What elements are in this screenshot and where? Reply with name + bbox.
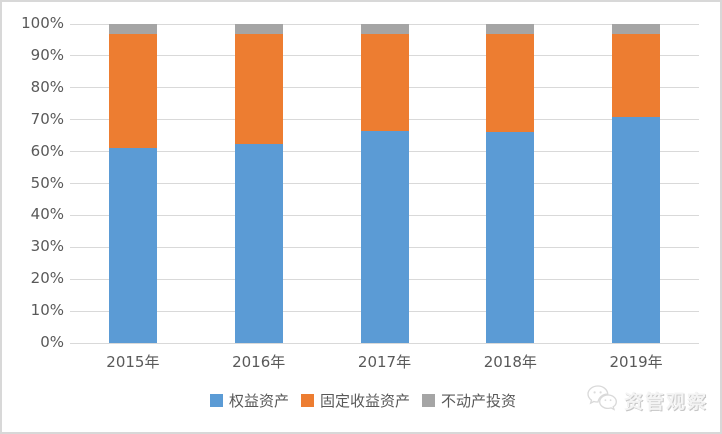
y-axis-tick-label: 20%	[30, 269, 64, 288]
x-axis-category-label: 2016年	[232, 353, 286, 371]
bar-segment	[612, 116, 661, 343]
bar-segment	[234, 33, 283, 144]
y-axis-tick-label: 70%	[30, 109, 64, 128]
x-axis-category-label: 2018年	[483, 353, 537, 371]
bar-segment	[360, 130, 409, 343]
legend-item: 权益资产	[209, 390, 289, 411]
wechat-icon	[586, 384, 618, 416]
bar-segment	[612, 33, 661, 117]
legend-item: 固定收益资产	[300, 390, 410, 411]
legend-label: 不动产投资	[441, 392, 517, 410]
legend: 权益资产 固定收益资产 不动产投资	[2, 390, 720, 411]
legend-swatch	[422, 394, 435, 407]
x-axis-category-label: 2019年	[609, 353, 663, 371]
y-axis-tick-label: 50%	[30, 173, 64, 192]
y-axis-tick-label: 10%	[30, 301, 64, 320]
legend-item: 不动产投资	[422, 390, 516, 411]
bar-segment	[234, 143, 283, 343]
bar-segment	[486, 24, 535, 34]
y-axis-tick-label: 30%	[30, 237, 64, 256]
bar-segment	[612, 24, 661, 34]
legend-swatch	[209, 394, 223, 407]
x-axis-category-label: 2017年	[357, 353, 412, 371]
bar-segment	[486, 132, 535, 343]
y-axis-tick-label: 80%	[30, 77, 64, 96]
bar-segment	[486, 33, 535, 133]
x-axis-category-label: 2015年	[106, 353, 160, 371]
y-axis-tick-label: 100%	[21, 14, 64, 33]
bar-segment	[234, 24, 283, 34]
legend-label: 权益资产	[228, 392, 289, 410]
bar-segment	[360, 24, 409, 34]
legend-swatch	[300, 394, 314, 407]
y-axis-tick-label: 0%	[40, 333, 64, 352]
bar-segment	[108, 33, 157, 149]
y-axis-tick-label: 60%	[30, 141, 64, 160]
bar-segment	[360, 33, 409, 131]
legend-label: 固定收益资产	[319, 392, 410, 410]
y-axis-tick-label: 40%	[30, 205, 64, 224]
watermark: 资管观察	[586, 384, 708, 416]
bar-segment	[108, 24, 157, 34]
y-axis-tick-label: 90%	[30, 45, 64, 64]
bar-segment	[108, 148, 157, 343]
watermark-text: 资管观察	[623, 390, 708, 413]
gridline	[70, 342, 699, 344]
